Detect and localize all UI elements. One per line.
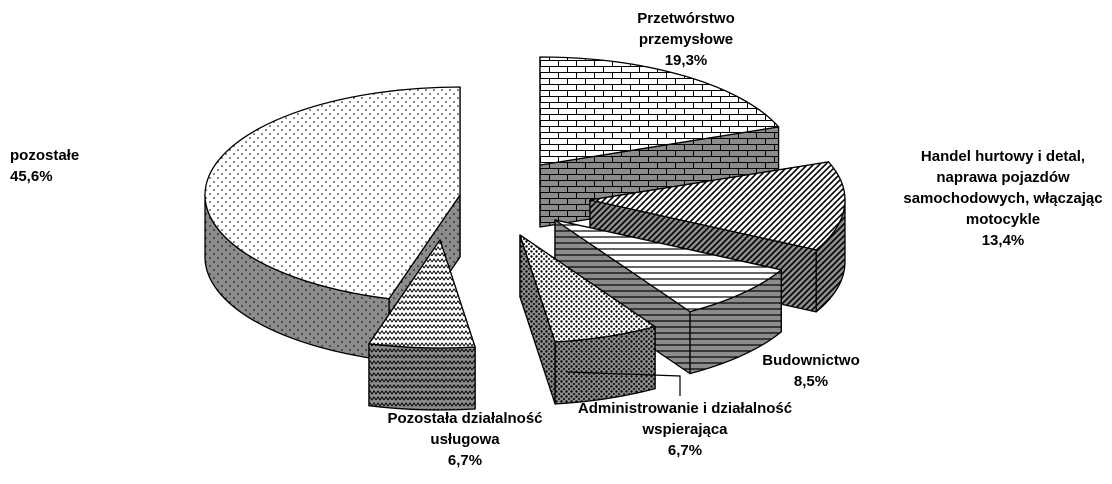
slice-label: pozostałe 45,6% bbox=[10, 145, 110, 187]
slice-wall bbox=[368, 343, 476, 411]
label-value: 6,7% bbox=[667, 442, 703, 459]
slice-top bbox=[368, 239, 476, 349]
pie-slice bbox=[554, 219, 782, 375]
slice-label: Budownictwo 8,5% bbox=[741, 350, 881, 392]
slice-label: Administrowanie i działalność wspierając… bbox=[575, 398, 795, 461]
label-name: Administrowanie i działalność wspierając… bbox=[577, 400, 793, 438]
label-value: 8,5% bbox=[793, 373, 829, 390]
slice-label: Handel hurtowy i detal, naprawa pojazdów… bbox=[898, 146, 1108, 251]
pie-slice bbox=[368, 239, 476, 411]
slice-top bbox=[589, 161, 846, 251]
label-name: pozostałe bbox=[10, 147, 80, 164]
slice-label: Przetwórstwo przemysłowe 19,3% bbox=[611, 8, 761, 71]
label-value: 6,7% bbox=[447, 452, 483, 469]
pie-slice bbox=[519, 234, 656, 405]
label-name: Budownictwo bbox=[762, 352, 860, 369]
label-name: Przetwórstwo przemysłowe bbox=[637, 10, 735, 48]
slice-top bbox=[519, 234, 656, 343]
leader-line bbox=[566, 371, 681, 396]
label-name: Handel hurtowy i detal, naprawa pojazdów… bbox=[903, 148, 1103, 228]
slice-label: Pozostała działalność usługowa 6,7% bbox=[375, 408, 555, 471]
label-name: Pozostała działalność usługowa bbox=[387, 410, 543, 448]
label-value: 19,3% bbox=[664, 52, 708, 69]
label-value: 45,6% bbox=[10, 168, 53, 185]
slice-top bbox=[539, 56, 780, 166]
label-value: 13,4% bbox=[981, 232, 1025, 249]
slice-top bbox=[204, 86, 461, 300]
slice-top bbox=[554, 219, 782, 313]
